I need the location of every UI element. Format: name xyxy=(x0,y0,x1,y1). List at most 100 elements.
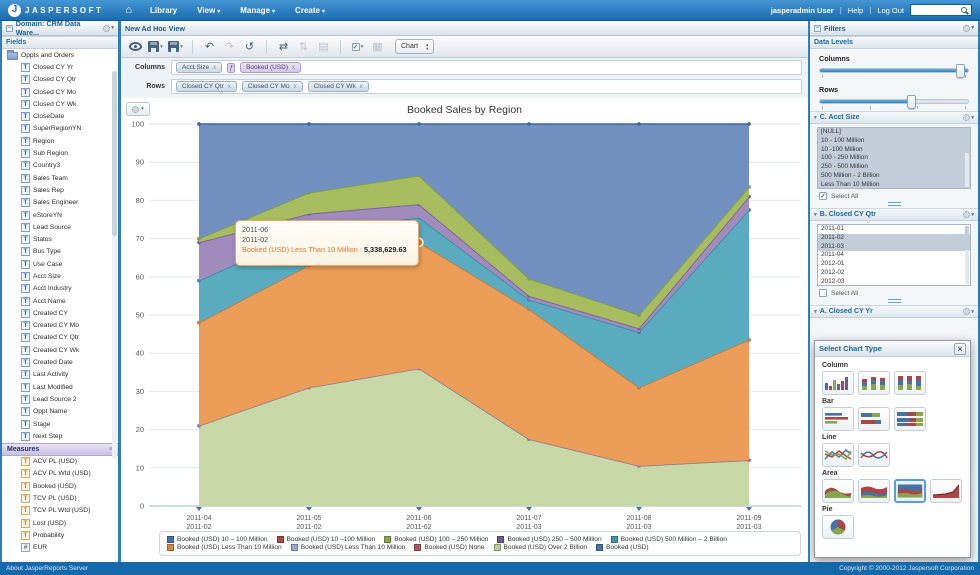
search-input[interactable] xyxy=(910,4,972,16)
field-item[interactable]: Closed CY Yr xyxy=(2,61,118,73)
pill-booked-usd-[interactable]: Booked (USD) x xyxy=(240,62,301,73)
filter-option[interactable]: 2012-03 xyxy=(821,277,845,285)
chart-type-area-standard[interactable] xyxy=(822,479,854,503)
sort-button[interactable]: ⇅ xyxy=(298,41,309,53)
filter-option[interactable]: 2011-03 xyxy=(818,242,970,252)
field-item[interactable]: Lead Source 2 xyxy=(2,393,118,405)
select-all-row[interactable]: Select All xyxy=(819,289,969,297)
grid-detail-button[interactable]: ▦ xyxy=(372,41,383,53)
chart-type-bar-clustered[interactable] xyxy=(822,407,854,431)
chart-type-area-rising[interactable] xyxy=(930,479,962,503)
filter-option[interactable]: Less Than 10 Million xyxy=(818,180,970,188)
filter-option[interactable]: 10 -100 Million xyxy=(818,145,970,155)
undo-button[interactable]: ↶ xyxy=(204,41,215,53)
filter-option[interactable]: 500 Million - 2 Billion xyxy=(818,171,970,181)
data-levels-header[interactable]: Data Levels xyxy=(810,36,978,49)
field-item[interactable]: Sales Team xyxy=(2,172,118,184)
filter-option[interactable]: 2012-02 xyxy=(821,268,845,276)
chart-type-line-curved[interactable] xyxy=(858,443,890,467)
resize-handle[interactable] xyxy=(887,299,901,303)
chart-type-column-percent[interactable] xyxy=(894,371,926,395)
chart-type-line-standard[interactable] xyxy=(822,443,854,467)
fields-section-header[interactable]: Fields xyxy=(2,36,118,49)
field-item[interactable]: Region xyxy=(2,135,118,147)
field-item[interactable]: Created CY xyxy=(2,307,118,319)
chart-type-bar-stacked[interactable] xyxy=(858,407,890,431)
remove-icon[interactable]: x xyxy=(293,83,297,90)
columns-well[interactable]: Acct Size x ƒ Booked (USD) x xyxy=(171,60,802,75)
remove-icon[interactable]: x xyxy=(292,64,295,71)
field-item[interactable]: Last Modified xyxy=(2,381,118,393)
filter-list[interactable]: 2011-01 2011-02 2011-03 2011-04 2012-01 2012-… xyxy=(817,224,971,286)
chart-type-column-stacked[interactable] xyxy=(858,371,890,395)
scrollbar-thumb[interactable] xyxy=(112,71,117,236)
filter-option[interactable]: 2011-01 xyxy=(821,225,844,232)
measure-item[interactable]: TCV PL (USD) xyxy=(2,492,118,504)
filter-option[interactable]: 100 - 250 Million xyxy=(818,154,970,164)
chart-type-bar-percent[interactable] xyxy=(894,407,926,431)
fields-scrollbar[interactable] xyxy=(112,71,117,459)
measure-item[interactable]: Probability xyxy=(2,529,118,541)
measure-item[interactable]: TCV PL Wtd (USD) xyxy=(2,505,118,517)
domain-panel-header[interactable]: − Domain: CRM Data Ware... ▾ xyxy=(2,21,118,37)
preview-button[interactable] xyxy=(127,38,144,55)
filters-header[interactable]: − Filters ▾ xyxy=(810,21,978,36)
filter-section-header-closed-cy-qtr[interactable]: ▾ B. Closed CY Qtr ▾ xyxy=(810,208,978,221)
field-item[interactable]: Sales Rep xyxy=(2,184,118,196)
filter-section-header-acct-size[interactable]: ▾ C. Acct Size ▾ xyxy=(810,111,978,124)
remove-icon[interactable]: x xyxy=(213,64,217,71)
gear-icon[interactable] xyxy=(103,24,111,32)
collapse-panel-icon[interactable]: − xyxy=(814,24,821,32)
measure-item[interactable]: ACV PL (USD) xyxy=(2,456,118,468)
pill-closed-cy-mo[interactable]: Closed CY Mo x xyxy=(241,81,303,92)
filter-section-header-closed-cy-yr[interactable]: ▾ A. Closed CY Yr ▾ xyxy=(810,305,978,318)
export-button[interactable]: ▾ xyxy=(167,38,184,55)
filter-option[interactable]: 10 - 100 Million xyxy=(818,136,970,146)
measures-section-header[interactable]: Measures ≡ xyxy=(2,442,118,456)
field-item[interactable]: Sub Region xyxy=(2,147,118,159)
field-item[interactable]: Last Activity xyxy=(2,369,118,381)
dialog-header[interactable]: Select Chart Type × xyxy=(815,341,970,357)
close-icon[interactable]: × xyxy=(954,342,966,355)
redo-button[interactable]: ↷ xyxy=(224,41,235,53)
field-item[interactable]: Sales Engineer xyxy=(2,197,118,209)
field-item[interactable]: eStoreYN xyxy=(2,209,118,221)
filter-option[interactable]: 2012-01 xyxy=(821,260,845,268)
field-item[interactable]: Created CY Wk xyxy=(2,344,118,356)
field-item[interactable]: Created Date xyxy=(2,356,118,368)
field-item[interactable]: Bus Type xyxy=(2,246,118,258)
menu-library[interactable]: Library xyxy=(150,5,178,15)
field-item[interactable]: Status xyxy=(2,233,118,245)
about-link[interactable]: About JasperReports Server xyxy=(6,565,89,572)
menu-view[interactable]: View ▾ xyxy=(197,5,221,15)
field-item[interactable]: Acct Name xyxy=(2,295,118,307)
field-item[interactable]: Lead Source xyxy=(2,221,118,233)
gear-icon[interactable] xyxy=(963,114,971,121)
switch-axes-button[interactable]: ⇄ xyxy=(278,41,289,53)
filter-option[interactable]: [NULL] xyxy=(818,128,970,137)
help-link[interactable]: Help xyxy=(847,5,864,15)
filter-list[interactable]: [NULL] 10 - 100 Million 10 -100 Million 100… xyxy=(817,127,971,189)
list-scrollbar[interactable] xyxy=(965,129,969,187)
gear-icon[interactable] xyxy=(963,308,971,315)
chart-type-area-stacked[interactable] xyxy=(858,479,890,503)
field-item[interactable]: CloseDate xyxy=(2,110,118,122)
field-item[interactable]: Closed CY Mo xyxy=(2,86,118,98)
remove-icon[interactable]: x xyxy=(359,83,363,90)
select-all-row[interactable]: ✓ Select All xyxy=(819,192,969,200)
save-button[interactable]: ▾ xyxy=(147,38,164,55)
pill-closed-cy-wk[interactable]: Closed CY Wk x xyxy=(307,81,369,92)
list-scrollbar[interactable] xyxy=(965,226,969,284)
measure-item[interactable]: Booked (USD) xyxy=(2,480,118,492)
field-item[interactable]: Oppt Name xyxy=(2,406,118,418)
remove-icon[interactable]: x xyxy=(227,83,231,90)
measure-item[interactable]: Lost (USD) xyxy=(2,517,118,529)
field-item[interactable]: Closed CY Qtr xyxy=(2,74,118,86)
collapse-panel-icon[interactable]: − xyxy=(6,24,13,32)
chart-type-pie-pie[interactable] xyxy=(822,515,854,539)
search-icon[interactable] xyxy=(961,7,967,13)
menu-icon[interactable]: ≡ xyxy=(108,445,113,453)
field-item[interactable]: Closed CY Wk xyxy=(2,98,118,110)
field-item[interactable]: Country3 xyxy=(2,160,118,172)
layout-band-button[interactable]: ▤ xyxy=(318,41,329,53)
